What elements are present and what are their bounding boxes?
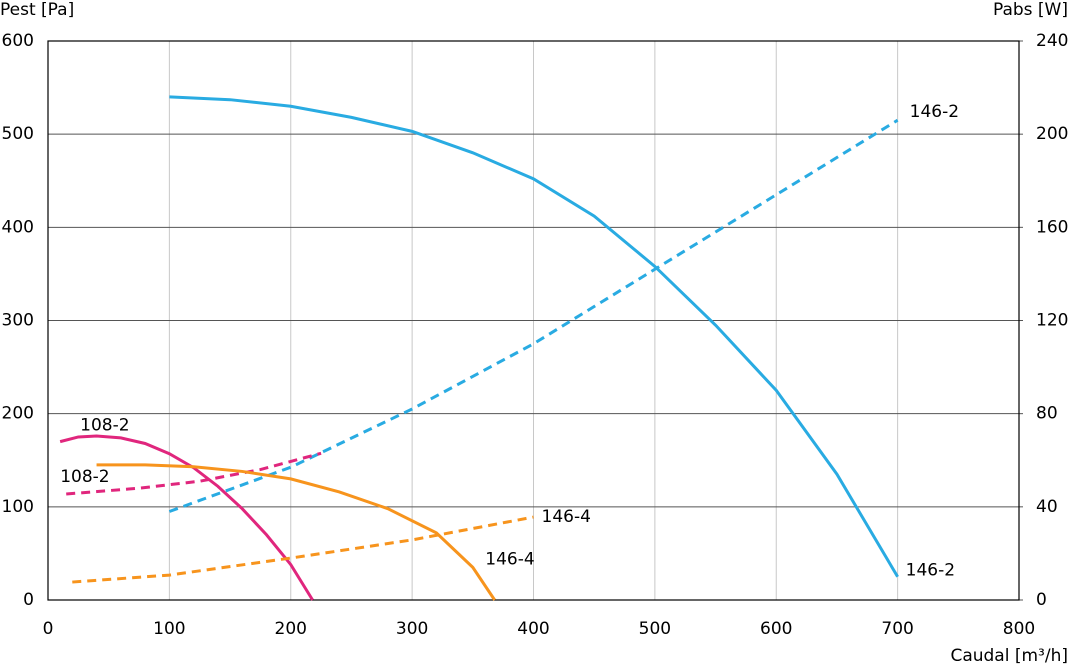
x-tick-label: 500 — [639, 619, 671, 639]
series-label: 146-2 — [906, 561, 955, 581]
y2-tick-label: 120 — [1036, 311, 1068, 331]
series-label: 108-2 — [60, 467, 109, 487]
x-tick-label: 0 — [43, 619, 54, 639]
series-line — [59, 434, 314, 601]
series-line — [96, 463, 496, 601]
y2-tick-label: 160 — [1036, 217, 1068, 237]
series-label: 146-4 — [485, 550, 534, 570]
x-tick-label: 800 — [1003, 619, 1035, 639]
y-tick-label: 0 — [23, 590, 34, 610]
y-tick-label: 500 — [2, 124, 34, 144]
y-tick-label: 200 — [2, 404, 34, 424]
plot-border — [47, 40, 1020, 601]
series-label: 146-2 — [910, 102, 959, 122]
series-label: 146-4 — [542, 507, 591, 527]
y2-axis-title: Pabs [W] — [993, 0, 1068, 20]
y2-tick-label: 200 — [1036, 124, 1068, 144]
x-tick-label: 400 — [517, 619, 549, 639]
y2-tick-label: 240 — [1036, 31, 1068, 51]
series-line — [169, 95, 899, 578]
y2-tick-label: 80 — [1036, 404, 1058, 424]
x-tick-label: 200 — [275, 619, 307, 639]
y-tick-label: 100 — [2, 497, 34, 517]
series-label: 108-2 — [80, 416, 129, 436]
x-tick-label: 600 — [760, 619, 792, 639]
y-tick-label: 600 — [2, 31, 34, 51]
x-tick-label: 700 — [881, 619, 913, 639]
x-tick-label: 100 — [153, 619, 185, 639]
y-axis-title: Pest [Pa] — [0, 0, 74, 20]
x-axis-title: Caudal [m³/h] — [950, 646, 1068, 666]
series-line — [66, 451, 322, 496]
y-tick-label: 300 — [2, 311, 34, 331]
series-line — [72, 515, 534, 584]
y-tick-label: 400 — [2, 217, 34, 237]
y2-tick-label: 40 — [1036, 497, 1058, 517]
y2-tick-label: 0 — [1036, 590, 1047, 610]
x-tick-label: 300 — [396, 619, 428, 639]
